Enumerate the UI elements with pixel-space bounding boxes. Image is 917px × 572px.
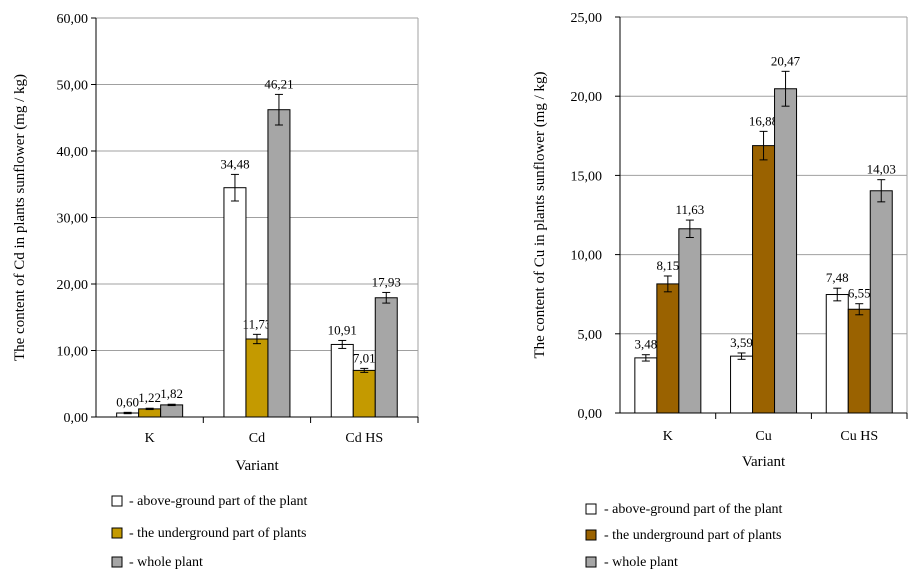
bar (752, 145, 776, 414)
y-tick-label: 20,00 (57, 278, 89, 293)
data-label: 46,21 (264, 76, 293, 91)
y-tick-label: 40,00 (57, 145, 89, 160)
data-label: 1,22 (138, 390, 161, 405)
legend-label-underground: - the underground part of plants (129, 526, 306, 541)
data-label: 10,91 (328, 322, 357, 337)
data-label: 16,88 (749, 113, 778, 128)
x-axis-title: Variant (235, 458, 279, 474)
y-tick-label: 25,00 (571, 11, 603, 26)
x-tick-label: K (663, 429, 673, 444)
y-tick-label: 10,00 (57, 345, 89, 360)
bar (374, 297, 398, 418)
y-tick-label: 60,00 (57, 12, 89, 27)
x-tick-label: K (145, 431, 155, 446)
data-label: 17,93 (372, 274, 401, 289)
data-label: 1,82 (160, 386, 183, 401)
bar (847, 308, 871, 414)
bar (869, 190, 893, 414)
bar (245, 338, 269, 418)
data-label: 0,60 (116, 394, 139, 409)
x-tick-label: Cd HS (345, 431, 383, 446)
data-label: 3,59 (730, 335, 753, 350)
bar (656, 283, 680, 414)
bar (825, 294, 849, 414)
legend-swatch-underground (111, 527, 123, 539)
data-label: 11,73 (243, 316, 272, 331)
data-label: 7,01 (353, 350, 376, 365)
y-tick-label: 50,00 (57, 79, 89, 94)
legend-label-underground: - the underground part of plants (604, 528, 781, 543)
data-label: 7,48 (826, 270, 849, 285)
data-label: 14,03 (867, 162, 896, 177)
data-label: 20,47 (771, 53, 801, 68)
legend-label-above-ground: - above-ground part of the plant (604, 502, 783, 517)
bar (352, 369, 376, 418)
cd-chart: 0,00 10,00 20,00 30,00 40,00 50,00 60,00 K Cd Cd … (12, 12, 419, 474)
y-tick-label: 30,00 (57, 212, 89, 227)
bar (223, 187, 247, 418)
x-axis-title: Variant (742, 454, 786, 470)
y-tick-label: 0,00 (578, 407, 603, 422)
legend-swatch-above-ground (111, 495, 123, 507)
x-tick-label: Cu HS (840, 429, 878, 444)
y-axis-title: The content of Cu in plants sunflower (m… (532, 71, 548, 358)
x-tick-label: Cd (249, 431, 265, 446)
legend-swatch-above-ground (585, 503, 597, 515)
x-tick-label: Cu (755, 429, 771, 444)
cu-chart: 0,00 5,00 10,00 15,00 20,00 25,00 K Cu Cu HS 3,48… (532, 11, 908, 470)
y-tick-label: 20,00 (571, 90, 603, 105)
bar (774, 88, 798, 414)
y-tick-label: 0,00 (64, 411, 89, 426)
y-tick-label: 10,00 (571, 249, 603, 264)
bar (730, 355, 754, 414)
legend-left: - above-ground part of the plant - the u… (111, 494, 308, 570)
bar (138, 408, 162, 418)
legend-swatch-whole-plant (111, 556, 123, 568)
data-label: 8,15 (656, 258, 679, 273)
bar (330, 343, 354, 418)
legend-label-whole-plant: - whole plant (604, 555, 678, 570)
bar (634, 357, 658, 414)
legend-label-whole-plant: - whole plant (129, 555, 203, 570)
bar (160, 404, 184, 418)
data-label: 6,55 (848, 286, 871, 301)
y-axis-title: The content of Cd in plants sunflower (m… (12, 74, 28, 361)
bar (678, 228, 702, 414)
data-label: 3,48 (634, 337, 657, 352)
data-label: 11,63 (675, 202, 704, 217)
legend-right: - above-ground part of the plant - the u… (585, 502, 783, 570)
legend-swatch-underground (585, 529, 597, 541)
legend-swatch-whole-plant (585, 556, 597, 568)
y-tick-label: 15,00 (571, 169, 603, 184)
data-label: 34,48 (220, 156, 249, 171)
bar (267, 109, 291, 418)
legend-label-above-ground: - above-ground part of the plant (129, 494, 308, 509)
y-tick-label: 5,00 (578, 328, 603, 343)
